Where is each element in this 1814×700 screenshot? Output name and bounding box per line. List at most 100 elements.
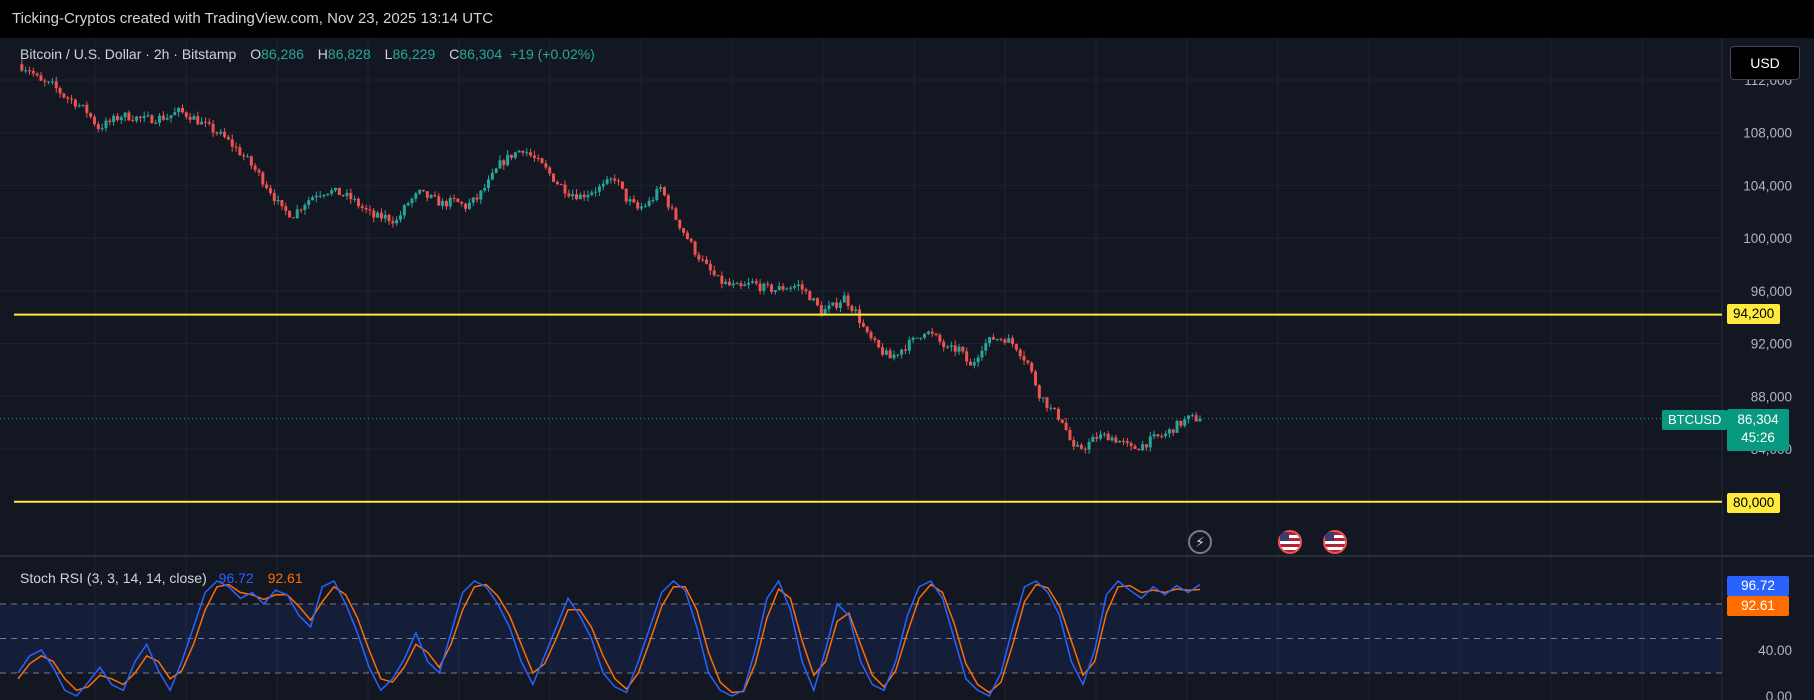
candle-body — [609, 178, 613, 180]
candle-body — [1026, 360, 1030, 363]
change-value: +19 (+0.02%) — [510, 46, 595, 62]
candle-body — [548, 167, 552, 174]
candle-body — [701, 259, 705, 261]
candle-body — [946, 346, 950, 348]
candle-body — [1053, 407, 1057, 409]
candle-body — [47, 81, 51, 83]
candle-body — [456, 198, 460, 203]
candle-body — [923, 333, 927, 338]
candle-body — [414, 193, 418, 199]
candle-body — [712, 270, 716, 276]
candle-body — [402, 205, 406, 216]
candle-body — [509, 154, 513, 158]
candle-body — [1175, 420, 1179, 433]
candle-body — [708, 263, 712, 271]
candle-body — [1037, 385, 1041, 399]
candle-body — [483, 188, 487, 191]
candle-body — [555, 181, 559, 185]
attribution-bar: Ticking-Cryptos created with TradingView… — [0, 0, 1814, 38]
candle-body — [234, 146, 238, 148]
us-flag-icon[interactable] — [1278, 530, 1302, 554]
candle-body — [1034, 371, 1038, 386]
candle-body — [838, 302, 842, 308]
candle-body — [720, 275, 724, 284]
stoch-d-line — [17, 583, 1201, 694]
candle-body — [1045, 397, 1049, 409]
candle-body — [995, 339, 999, 341]
candle-body — [66, 97, 70, 99]
candle-body — [815, 298, 819, 306]
candle-body — [716, 275, 720, 277]
level-label-lower[interactable]: 80,000 — [1727, 493, 1781, 513]
candle-body — [150, 115, 154, 124]
candle-body — [601, 183, 605, 187]
chart-canvas[interactable]: 112,000108,000104,000100,00096,00092,000… — [0, 38, 1814, 700]
candle-body — [819, 305, 823, 316]
flash-icon[interactable]: ⚡ — [1188, 530, 1212, 554]
candle-body — [1087, 441, 1091, 450]
candle-body — [158, 115, 162, 123]
candle-body — [938, 334, 942, 342]
candle-body — [226, 136, 230, 140]
candle-body — [640, 206, 644, 209]
stoch-legend: Stoch RSI (3, 3, 14, 14, close) 96.72 92… — [20, 570, 307, 586]
symbol-title[interactable]: Bitcoin / U.S. Dollar · 2h · Bitstamp — [20, 46, 237, 62]
candle-body — [521, 150, 525, 153]
candle-body — [643, 205, 647, 207]
candle-body — [1018, 349, 1022, 357]
candle-body — [968, 361, 972, 366]
candle-body — [544, 163, 548, 168]
price-axis-tick: 96,000 — [1751, 284, 1792, 299]
open-key: O — [250, 46, 262, 62]
candle-body — [376, 212, 380, 218]
candle-body — [1187, 415, 1191, 420]
candle-body — [238, 147, 242, 156]
candle-body — [567, 193, 571, 197]
stoch-k-value: 96.72 — [218, 570, 254, 586]
main-legend: Bitcoin / U.S. Dollar · 2h · Bitstamp O8… — [20, 46, 605, 62]
candle-body — [471, 197, 475, 203]
candle-body — [850, 305, 854, 311]
candle-body — [1190, 415, 1194, 417]
candle-body — [146, 115, 150, 117]
candle-body — [349, 192, 353, 200]
us-flag-icon[interactable] — [1323, 530, 1347, 554]
candle-body — [54, 81, 58, 89]
candle-body — [31, 71, 35, 74]
candle-body — [972, 362, 976, 366]
candle-body — [988, 337, 992, 344]
candle-body — [903, 349, 907, 351]
candle-body — [613, 178, 617, 181]
candle-body — [574, 194, 578, 200]
candle-body — [452, 197, 456, 199]
candle-body — [552, 173, 556, 182]
stoch-title[interactable]: Stoch RSI (3, 3, 14, 14, close) — [20, 570, 207, 586]
candle-body — [441, 201, 445, 206]
candle-body — [188, 116, 192, 120]
candle-body — [697, 254, 701, 260]
candle-body — [777, 286, 781, 291]
stoch-d-value: 92.61 — [267, 570, 303, 586]
candle-body — [127, 112, 131, 121]
candle-body — [682, 228, 686, 233]
chart-area[interactable]: 112,000 108,000 104,000 100,000 96,000 92,000… — [0, 38, 1814, 700]
candle-body — [387, 214, 391, 222]
candle-body — [632, 199, 636, 203]
candle-body — [502, 160, 506, 166]
level-label-upper[interactable]: 94,200 — [1727, 304, 1781, 324]
candle-body — [666, 195, 670, 208]
currency-button[interactable]: USD — [1730, 46, 1800, 80]
candle-body — [43, 80, 47, 82]
open-value: 86,286 — [261, 46, 304, 62]
candle-body — [265, 184, 269, 189]
candle-body — [1106, 433, 1110, 441]
candle-body — [727, 281, 731, 286]
candle-body — [1068, 430, 1072, 441]
candle-body — [356, 198, 360, 207]
candle-body — [62, 93, 66, 98]
candle-body — [1072, 440, 1076, 447]
candle-body — [991, 337, 995, 340]
candle-body — [230, 139, 234, 147]
candle-body — [464, 203, 468, 209]
candle-body — [131, 120, 135, 122]
